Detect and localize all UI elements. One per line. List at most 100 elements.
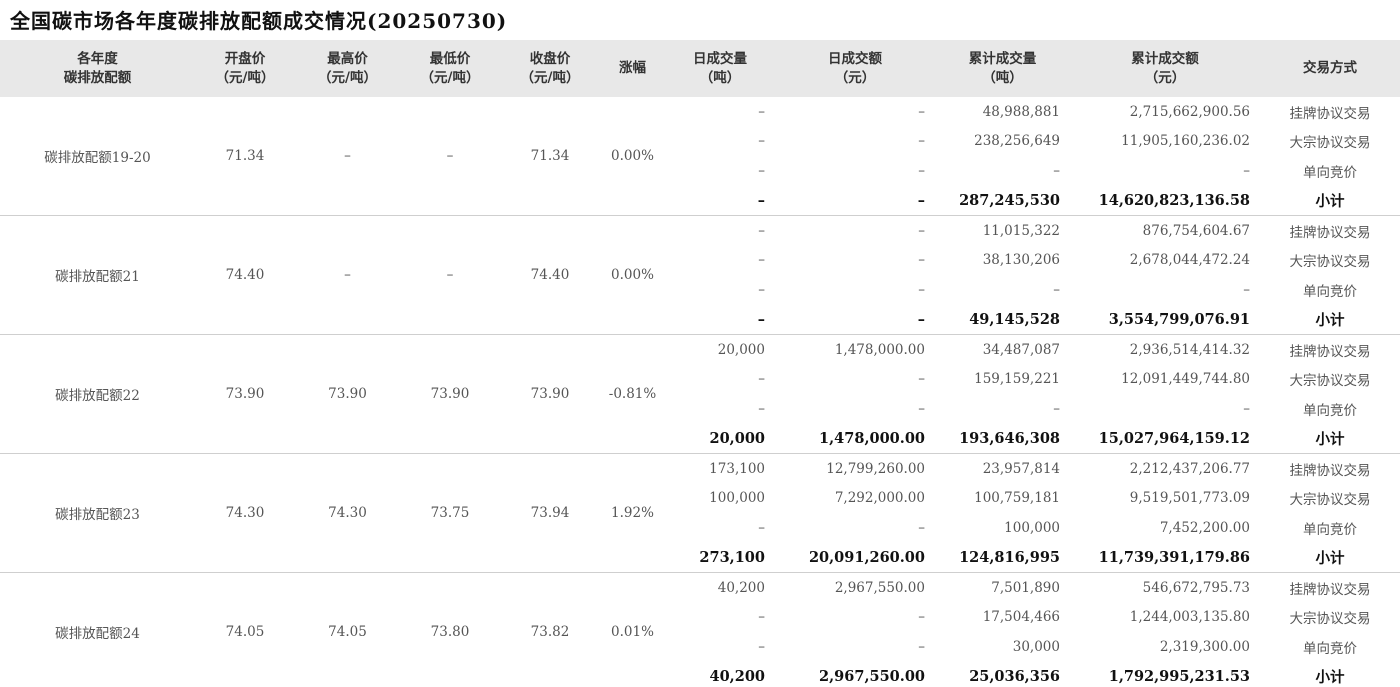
header-line: 日成交量	[693, 50, 747, 67]
table-row: 碳排放配额23 74.30 74.30 73.75 73.94 1.92% 173,100 1…	[0, 453, 1400, 573]
trade-method: 挂牌协议交易	[1260, 215, 1400, 246]
amount-cell: 30,000	[1012, 638, 1060, 655]
price-cell: 74.30	[195, 453, 295, 573]
trade-method: 小计	[1315, 311, 1345, 329]
amount-cell: 7,452,200.00	[1159, 519, 1250, 536]
amount-cell: 173,100	[665, 453, 775, 484]
header-line: 累计成交量	[968, 50, 1037, 67]
table-row: – – 100,000 7,452,200.00 单向竞价	[0, 513, 1400, 543]
amount-cell: 25,036,356	[969, 667, 1060, 685]
header-line: 碳排放配额	[63, 69, 132, 86]
table-row: – – – – 单向竞价	[0, 156, 1400, 186]
price-cell: 74.40	[195, 215, 295, 335]
table-row: 碳排放配额19-20 71.34 – – 71.34 0.00% – – 48,988,881 2…	[0, 97, 1400, 166]
header-line: （元/吨）	[420, 69, 480, 86]
amount-cell: 20,000	[709, 429, 766, 447]
header-line: （元）	[834, 69, 876, 86]
column-header: 交易方式	[1260, 40, 1400, 97]
column-header: 日成交量 （吨）	[665, 40, 775, 97]
amount-cell: 49,145,528	[969, 310, 1060, 328]
column-header: 累计成交额 （元）	[1070, 40, 1260, 97]
amount-cell: 11,905,160,236.02	[1121, 133, 1250, 150]
amount-cell: –	[758, 162, 765, 179]
price-cell: –	[400, 215, 500, 335]
amount-cell: –	[1053, 400, 1060, 417]
amount-cell: –	[758, 400, 765, 417]
table-row: 20,000 1,478,000.00 193,646,308 15,027,964,…	[0, 424, 1400, 454]
header-line: 涨幅	[619, 60, 646, 76]
amount-cell: –	[758, 609, 765, 626]
column-header: 收盘价 （元/吨）	[500, 40, 600, 97]
amount-cell: –	[1243, 162, 1250, 179]
price-cell: 73.90	[400, 334, 500, 454]
amount-cell: 1,478,000.00	[819, 429, 925, 447]
amount-cell: –	[758, 638, 765, 655]
amount-cell: 15,027,964,159.12	[1098, 429, 1250, 447]
amount-cell: –	[665, 215, 775, 246]
amount-cell: 100,000	[709, 490, 765, 507]
column-header: 涨幅	[600, 40, 665, 97]
trade-method: 大宗协议交易	[1289, 254, 1371, 271]
header-line: （吨）	[699, 69, 741, 86]
amount-cell: 14,620,823,136.58	[1098, 191, 1250, 209]
table-row: 碳排放配额22 73.90 73.90 73.90 73.90 -0.81% 20,000 1…	[0, 334, 1400, 454]
amount-cell: 159,159,221	[974, 371, 1060, 388]
amount-cell: 2,319,300.00	[1159, 638, 1250, 655]
header-line: （吨）	[982, 69, 1023, 86]
amount-cell: –	[917, 310, 925, 328]
trade-method: 单向竞价	[1303, 164, 1357, 181]
table-row: 273,100 20,091,260.00 124,816,995 11,739,39…	[0, 543, 1400, 573]
header-line: 最低价	[429, 50, 471, 67]
amount-cell: –	[758, 252, 765, 269]
amount-cell: –	[918, 133, 925, 150]
page-title: 全国碳市场各年度碳排放配额成交情况(20250730)	[10, 9, 508, 33]
trade-method: 小计	[1315, 192, 1345, 210]
table-row: – – 17,504,466 1,244,003,135.80 大宗协议交易	[0, 603, 1400, 633]
table-row: 碳排放配额21 74.40– –74.40 0.00% – –11,015,322 876,…	[0, 215, 1400, 335]
amount-cell: 20,091,260.00	[808, 548, 925, 566]
amount-cell: –	[758, 371, 765, 388]
price-cell: 0.00%	[600, 215, 665, 335]
amount-cell: –	[917, 191, 925, 209]
amount-cell: 1,478,000.00	[775, 334, 935, 365]
column-header: 累计成交量 （吨）	[935, 40, 1070, 97]
trade-method: 大宗协议交易	[1289, 135, 1371, 152]
amount-cell: 20,000	[665, 334, 775, 365]
table-body: 碳排放配额19-20 71.34– –71.34 0.00% – –48,988,881 2…	[0, 97, 1400, 687]
table-row: 100,000 7,292,000.00 100,759,181 9,519,501,…	[0, 484, 1400, 514]
price-cell: 73.82	[500, 572, 600, 687]
amount-cell: 11,739,391,179.86	[1098, 548, 1250, 566]
price-cell: -0.81%	[600, 334, 665, 454]
header-line: （元/吨）	[520, 69, 580, 86]
amount-cell: 1,792,995,231.53	[1108, 667, 1250, 685]
amount-cell: 2,678,044,472.24	[1129, 252, 1250, 269]
price-cell: 73.75	[400, 453, 500, 573]
price-cell: 71.34	[530, 148, 570, 164]
trade-method: 大宗协议交易	[1289, 611, 1371, 628]
header-line: （元/吨）	[318, 69, 377, 86]
amount-cell: –	[918, 103, 925, 120]
column-header: 最低价 （元/吨）	[400, 40, 500, 97]
header-line: 最高价	[327, 50, 368, 67]
amount-cell: 9,519,501,773.09	[1129, 490, 1250, 507]
table-row: 40,200 2,967,550.00 25,036,356 1,792,995,23…	[0, 662, 1400, 687]
trade-method: 小计	[1315, 430, 1345, 448]
amount-cell: 193,646,308	[959, 429, 1060, 447]
amount-cell: –	[775, 215, 935, 246]
amount-cell: –	[918, 162, 925, 179]
header-row: 各年度 碳排放配额 开盘价 （元/吨） 最高价 （元/吨） 最低价 （元/吨） 收盘价 （元/吨）…	[0, 40, 1400, 97]
price-cell: 71.34	[225, 148, 265, 164]
trade-method: 挂牌协议交易	[1260, 334, 1400, 365]
table-row: – – 238,256,649 11,905,160,236.02 大宗协议交易	[0, 127, 1400, 157]
price-cell: 73.90	[500, 334, 600, 454]
amount-cell: 11,015,322	[935, 215, 1070, 246]
amount-cell: 12,091,449,744.80	[1121, 371, 1250, 388]
table-row: – – 159,159,221 12,091,449,744.80 大宗协议交易	[0, 365, 1400, 395]
price-cell: 0.01%	[600, 572, 665, 687]
header-line: （元/吨）	[215, 69, 275, 86]
amount-cell: –	[1243, 281, 1250, 298]
amount-cell: 124,816,995	[959, 548, 1060, 566]
trade-method: 挂牌协议交易	[1260, 572, 1400, 603]
amount-cell: 1,244,003,135.80	[1129, 609, 1250, 626]
amount-cell: 546,672,795.73	[1070, 572, 1260, 603]
